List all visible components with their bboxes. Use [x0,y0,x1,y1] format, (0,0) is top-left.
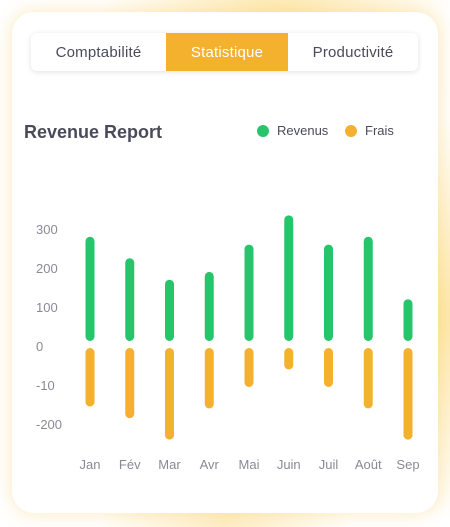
bar-revenus [244,244,254,341]
bar-revenus [125,258,135,341]
bar-revenus [85,236,95,341]
legend-item-revenus: Revenus [257,123,328,138]
legend-label-revenus: Revenus [277,123,329,138]
bar-revenus [363,236,373,341]
chart-title: Revenue Report [24,122,163,142]
bar-revenus [284,215,294,341]
legend-item-frais: Frais [345,123,394,138]
legend-label-frais: Frais [365,123,394,138]
bar-frais [85,348,95,407]
x-tick-label: Fév [119,457,141,472]
y-tick-label: 200 [36,261,58,276]
bar-frais [403,348,413,440]
bar-frais [284,348,294,370]
tab-productivite[interactable]: Productivité [312,43,394,61]
legend-dot-frais [345,124,357,137]
x-tick-label: Jan [80,457,101,472]
tab-comptabilite[interactable]: Comptabilité [55,43,142,61]
x-tick-label: Mai [239,457,260,472]
y-tick-label: -200 [36,417,62,432]
y-tick-label: -10 [36,378,55,393]
bar-frais [125,348,135,419]
bar-frais [363,348,373,409]
legend-dot-revenus [257,124,269,137]
bar-frais [165,348,174,440]
bar-revenus [204,271,214,341]
x-tick-label: Sep [396,457,419,472]
bar-frais [204,348,214,409]
bar-frais [324,348,333,387]
y-tick-label: 300 [36,222,58,237]
x-tick-label: Août [355,457,382,472]
bar-frais [244,348,254,387]
bar-revenus [165,279,174,341]
x-tick-label: Avr [200,457,220,472]
bar-revenus [324,244,333,341]
bar-revenus [403,299,413,341]
y-tick-label: 0 [36,339,43,354]
tab-statistique[interactable]: Statistique [166,33,288,71]
x-tick-label: Juin [277,457,301,472]
x-tick-label: Mar [158,457,181,472]
tab-bar: Comptabilité Statistique Productivité [31,33,418,71]
y-tick-label: 100 [36,300,58,315]
x-tick-label: Juil [319,457,339,472]
